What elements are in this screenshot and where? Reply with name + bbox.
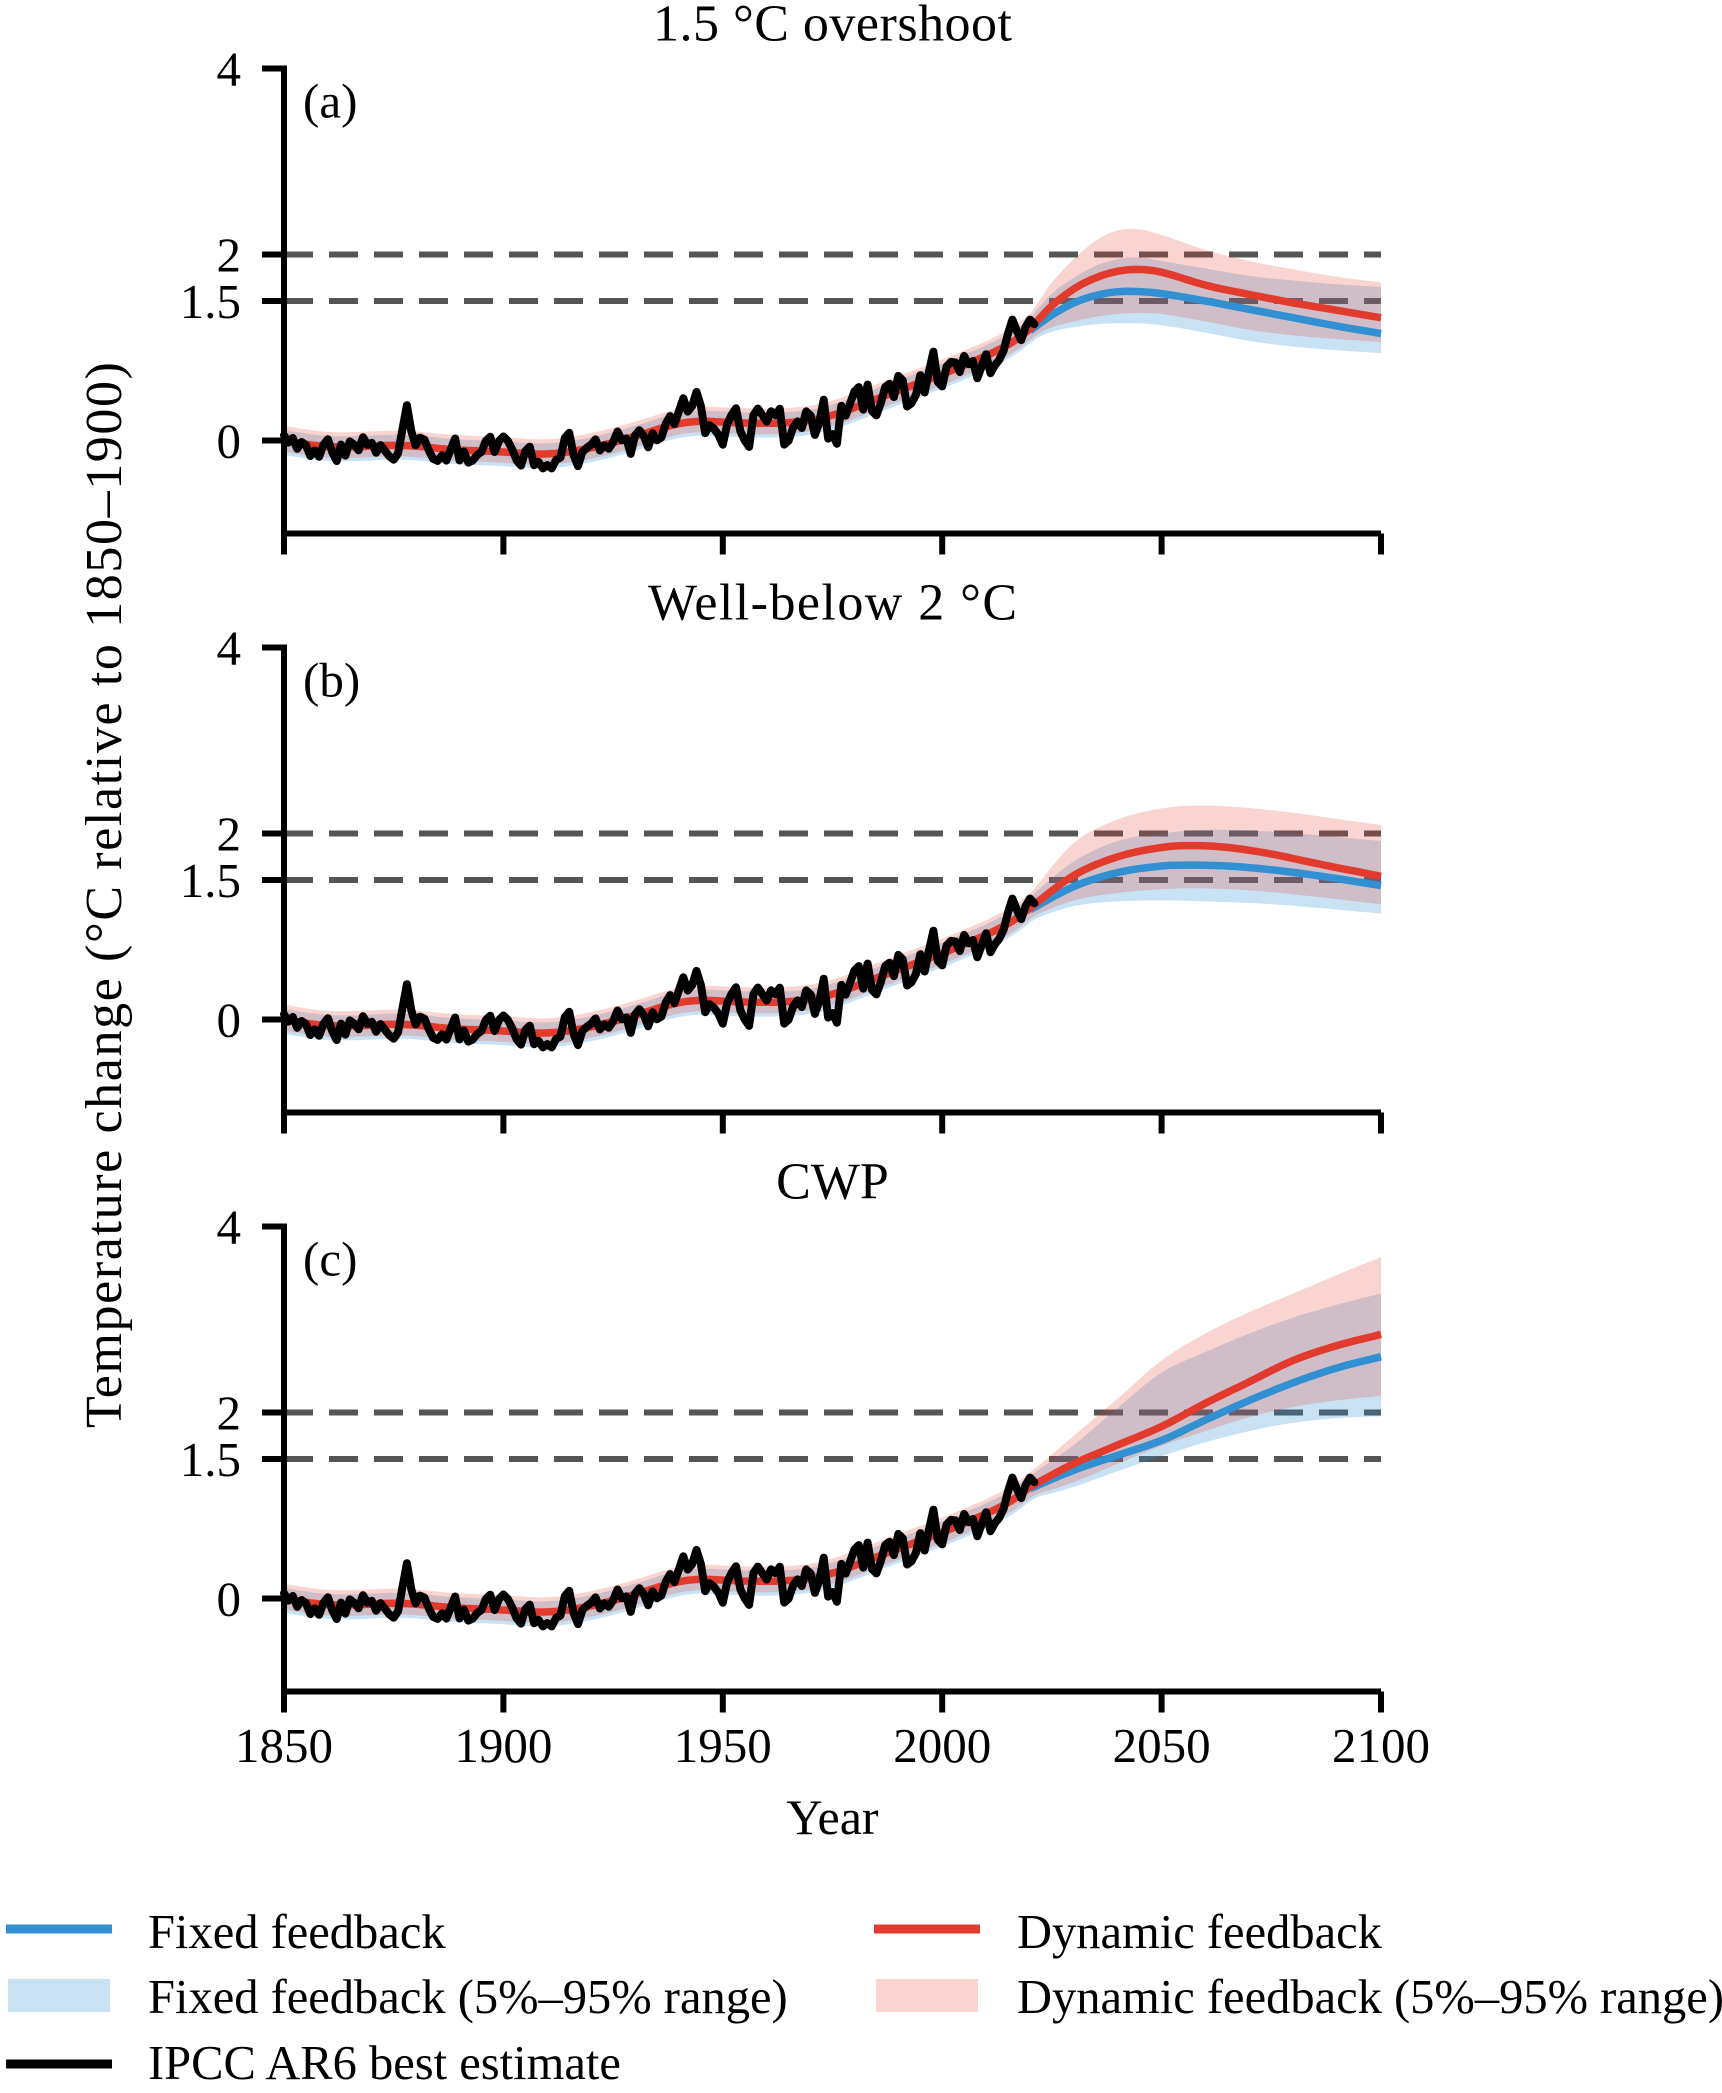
svg-text:0: 0	[217, 414, 242, 469]
svg-text:1850: 1850	[235, 1718, 333, 1773]
svg-text:(c): (c)	[303, 1232, 357, 1287]
svg-text:0: 0	[217, 993, 242, 1048]
svg-text:4: 4	[217, 42, 242, 97]
svg-text:1.5: 1.5	[180, 274, 241, 329]
svg-text:(a): (a)	[303, 74, 357, 129]
svg-text:2: 2	[217, 228, 242, 283]
svg-text:Year: Year	[786, 1789, 878, 1845]
svg-text:2100: 2100	[1332, 1718, 1430, 1773]
svg-text:2: 2	[217, 807, 242, 862]
svg-text:1.5: 1.5	[180, 1432, 241, 1487]
svg-text:Dynamic feedback: Dynamic feedback	[1017, 1906, 1383, 1959]
svg-text:1.5: 1.5	[180, 853, 241, 908]
svg-text:4: 4	[217, 1200, 242, 1255]
svg-text:1950: 1950	[674, 1718, 772, 1773]
svg-text:Temperature change (°C relativ: Temperature change (°C relative to 1850–…	[76, 362, 133, 1428]
svg-text:1.5 °C overshoot: 1.5 °C overshoot	[653, 0, 1013, 53]
svg-text:Dynamic feedback (5%–95% range: Dynamic feedback (5%–95% range)	[1017, 1971, 1722, 2024]
svg-text:CWP: CWP	[776, 1154, 889, 1211]
svg-text:4: 4	[217, 621, 242, 676]
svg-text:2050: 2050	[1113, 1718, 1211, 1773]
svg-text:Fixed feedback: Fixed feedback	[148, 1906, 446, 1959]
svg-text:IPCC AR6 best estimate: IPCC AR6 best estimate	[148, 2037, 621, 2088]
svg-text:1900: 1900	[454, 1718, 552, 1773]
svg-text:2: 2	[217, 1386, 242, 1441]
svg-text:2000: 2000	[893, 1718, 991, 1773]
svg-text:Well-below 2 °C: Well-below 2 °C	[648, 575, 1017, 632]
svg-text:0: 0	[217, 1572, 242, 1627]
svg-text:(b): (b)	[303, 653, 360, 708]
svg-text:Fixed feedback (5%–95% range): Fixed feedback (5%–95% range)	[148, 1971, 788, 2024]
